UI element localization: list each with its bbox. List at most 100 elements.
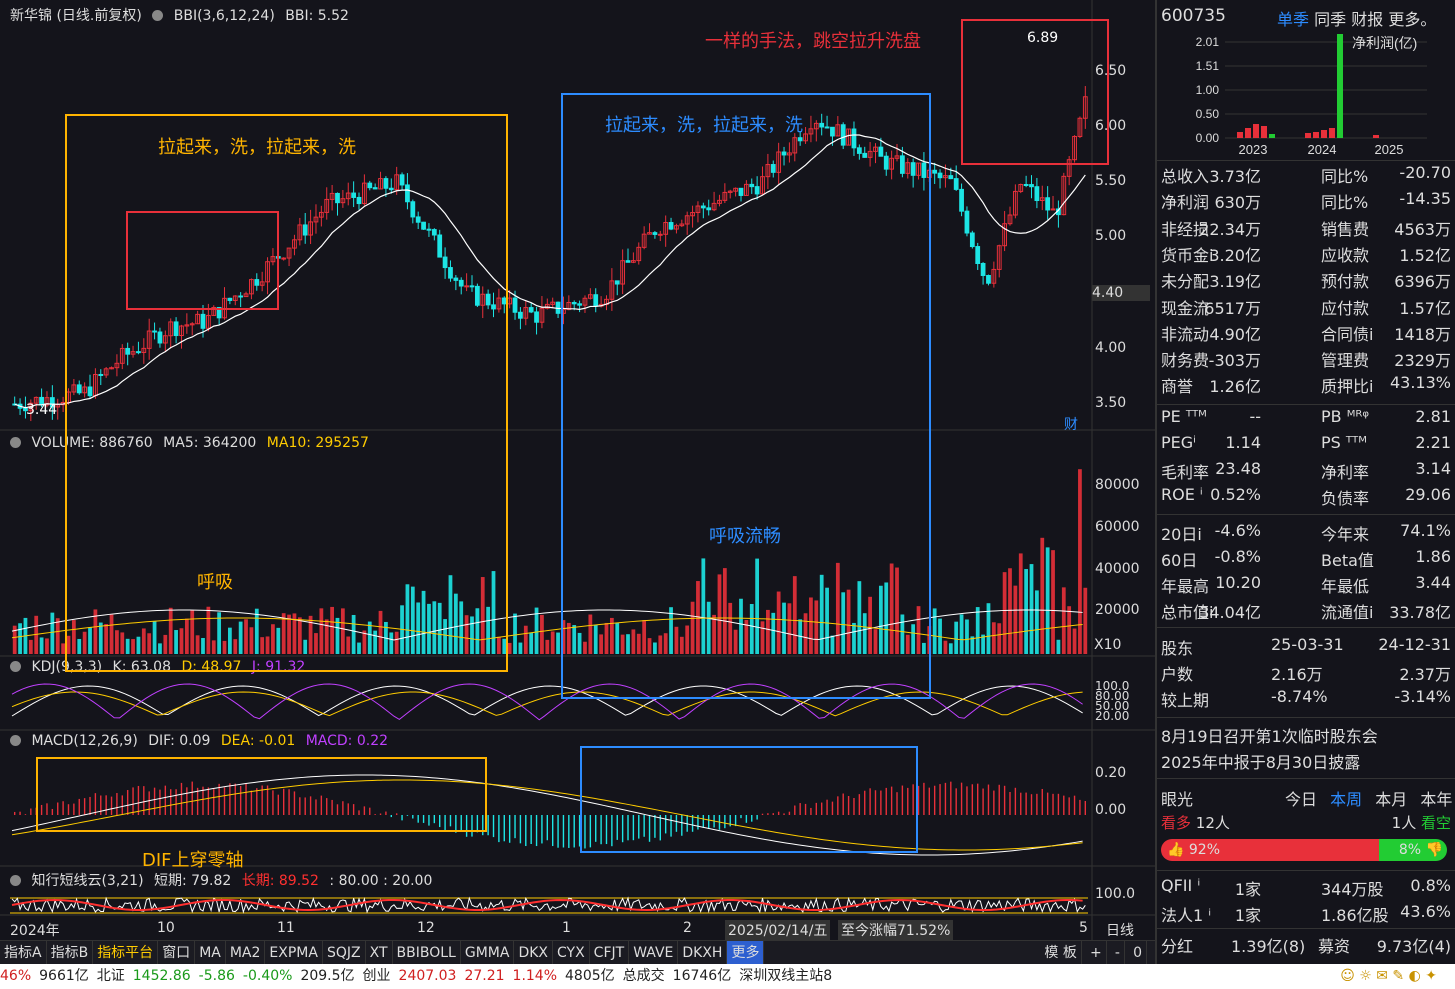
volume-bar xyxy=(464,615,469,654)
settings-dot-icon[interactable] xyxy=(10,875,21,886)
candle-body xyxy=(878,146,884,157)
volume-bar xyxy=(195,635,200,654)
candle-body xyxy=(851,128,857,149)
toolbar-item[interactable]: WAVE xyxy=(629,941,679,965)
bear-bar[interactable]: 8% 👎 xyxy=(1379,839,1447,861)
settings-dot-icon[interactable] xyxy=(10,735,21,746)
candle-body xyxy=(690,212,695,217)
volume-bar xyxy=(357,642,361,654)
volume-bar xyxy=(12,625,17,654)
tab-month[interactable]: 本月 xyxy=(1375,790,1408,809)
bull-bar[interactable]: 👍 92% xyxy=(1161,839,1379,861)
performance-row-cell: 20日i xyxy=(1161,525,1202,544)
toolbar-item[interactable]: EXPMA xyxy=(265,941,323,965)
volume-bar xyxy=(1061,587,1066,654)
candle-body xyxy=(383,178,389,189)
volume-bar xyxy=(782,602,786,654)
tab-more[interactable]: 更多。 xyxy=(1388,10,1437,29)
x-label: 2024年 xyxy=(10,923,60,939)
status-item: 9661亿 xyxy=(39,968,89,984)
news-1[interactable]: 8月19日召开第1次临时股东会 xyxy=(1161,727,1378,746)
toolbar-item[interactable]: 窗口 xyxy=(158,941,196,965)
valuation-row-cell: PEGⁱ xyxy=(1161,433,1197,452)
bear-pct: 8% xyxy=(1398,842,1422,858)
tab-week[interactable]: 本周 xyxy=(1330,790,1363,809)
candle-body xyxy=(534,311,539,323)
period-label[interactable]: 日线 xyxy=(1106,923,1134,939)
toolbar-item[interactable]: GMMA xyxy=(461,941,515,965)
toolbar-item[interactable]: SQJZ xyxy=(323,941,366,965)
candle-body xyxy=(894,155,900,159)
toolbar-item[interactable]: 指标平台 xyxy=(93,941,159,965)
candle-body xyxy=(318,211,324,218)
settings-dot-icon[interactable] xyxy=(10,661,21,672)
institution-row-cell: QFII ⁱ xyxy=(1161,876,1201,895)
candle-body xyxy=(625,260,631,263)
fin-row-cell: 总收入 xyxy=(1161,167,1210,186)
tab-today[interactable]: 今日 xyxy=(1285,790,1318,809)
performance-row-cell: 3.44 xyxy=(1415,573,1451,592)
dividend-row: 分红 1.39亿(8) 募资 9.73亿(4) xyxy=(1161,937,1451,956)
status-icons[interactable]: ☺ ☼ ✉ ✎ ◐ ✦ xyxy=(1340,968,1437,984)
holder-row: 股东 25-03-31 24-12-31 xyxy=(1161,635,1451,661)
kline-chart-canvas[interactable] xyxy=(0,0,1155,940)
chart-area[interactable]: 新华锦 (日线.前复权) BBI(3,6,12,24) BBI: 5.52 VO… xyxy=(0,0,1155,940)
cloud-long-line xyxy=(11,899,1083,912)
volume-bar xyxy=(480,577,485,654)
candle-body xyxy=(571,302,577,305)
toolbar-item[interactable]: MA2 xyxy=(226,941,266,965)
toolbar-item[interactable]: DKXH xyxy=(678,941,728,965)
toolbar-item[interactable]: 指标A xyxy=(0,941,47,965)
news-2[interactable]: 2025年中报于8月30日披露 xyxy=(1161,753,1361,772)
profit-year: 2023 xyxy=(1239,142,1268,157)
vision-label: 眼光 xyxy=(1161,790,1194,809)
tab-year[interactable]: 本年 xyxy=(1420,790,1453,809)
tab-single-quarter[interactable]: 单季 xyxy=(1277,10,1310,29)
valuation-row: PEGⁱ 1.14 PS ᵀᵀᴹ 2.21 xyxy=(1161,433,1451,459)
profit-bar xyxy=(1245,128,1251,138)
volume-bar xyxy=(254,608,259,654)
settings-dot-icon[interactable] xyxy=(10,437,21,448)
zoom-out-button[interactable]: - xyxy=(1111,941,1125,965)
cai-badge[interactable]: 财 xyxy=(1064,417,1078,433)
candle-body xyxy=(544,303,550,309)
candle-body xyxy=(856,147,862,154)
fin-row-cell: 合同债i xyxy=(1321,324,1374,344)
volume-bar xyxy=(911,624,916,654)
toolbar-item[interactable]: DKX xyxy=(514,941,553,965)
candle-body xyxy=(647,232,652,235)
valuation-row-cell: PB ᴹᴿᵠ xyxy=(1321,407,1370,426)
settings-dot-icon[interactable] xyxy=(152,10,164,21)
candle-body xyxy=(431,229,437,236)
volume-bar xyxy=(1072,628,1077,654)
toolbar-item[interactable]: 指标B xyxy=(47,941,94,965)
toolbar-item[interactable]: 更多 xyxy=(727,941,765,965)
tab-same-quarter[interactable]: 同季 xyxy=(1314,10,1347,29)
toolbar-item[interactable]: CFJT xyxy=(590,941,630,965)
template-button[interactable]: 模 板 xyxy=(1040,941,1082,965)
fin-row-cell: 应付款 xyxy=(1321,298,1370,318)
zoom-in-button[interactable]: + xyxy=(1086,941,1107,965)
candle-body xyxy=(808,128,814,135)
candle-body xyxy=(711,202,717,211)
volume-bar xyxy=(609,617,614,654)
fin-row-cell: -14.35 xyxy=(1399,189,1451,209)
fin-row-cell: 4.90亿 xyxy=(1209,324,1261,344)
tab-report[interactable]: 财报 xyxy=(1351,10,1384,29)
candle-body xyxy=(830,126,835,137)
volume-bar xyxy=(55,618,60,654)
volume-bar xyxy=(314,633,318,654)
volume-bar xyxy=(776,591,781,654)
toolbar-item[interactable]: MA xyxy=(195,941,226,965)
candle-body xyxy=(141,347,147,353)
status-item: 总成交 xyxy=(622,968,665,984)
toolbar-item[interactable]: BBIBOLL xyxy=(393,941,461,965)
toolbar-item[interactable]: CYX xyxy=(553,941,590,965)
reset-button[interactable]: 0 xyxy=(1129,941,1147,965)
performance-row-cell: 1.86 xyxy=(1415,547,1451,566)
candle-body xyxy=(717,199,722,204)
toolbar-item[interactable]: XT xyxy=(366,941,393,965)
volume-bar xyxy=(1045,547,1050,654)
candle-body xyxy=(259,281,265,286)
candle-body xyxy=(674,225,679,230)
